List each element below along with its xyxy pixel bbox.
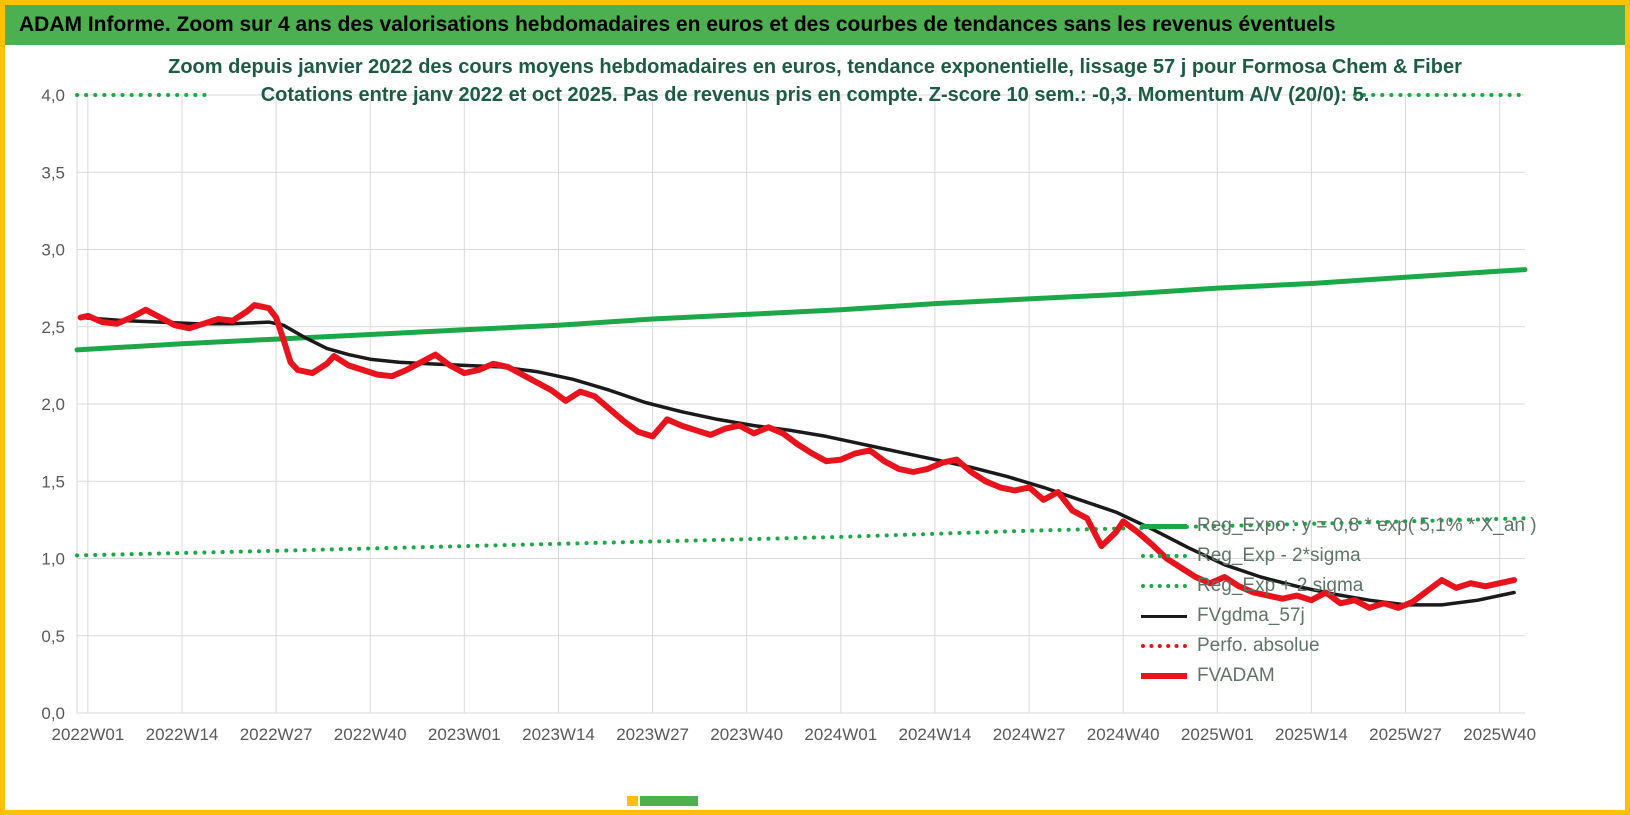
chart-legend: Reg_Expo : y = 0,8 * exp( 5,1% * X_an ) R… xyxy=(1141,511,1537,691)
x-tick-label: 2022W01 xyxy=(52,725,125,744)
x-tick-label: 2025W14 xyxy=(1275,725,1348,744)
x-tick-label: 2024W14 xyxy=(899,725,972,744)
bottom-accent-green xyxy=(640,796,698,806)
x-tick-label: 2023W27 xyxy=(616,725,689,744)
legend-item-1: Reg_Expo : y = 0,8 * exp( 5,1% * X_an ) xyxy=(1141,511,1537,541)
x-tick-label: 2022W40 xyxy=(334,725,407,744)
legend-swatch-red-dotted xyxy=(1141,644,1187,648)
y-tick-label: 2,5 xyxy=(41,318,65,337)
legend-label: Reg_Expo : y = 0,8 * exp( 5,1% * X_an ) xyxy=(1197,515,1537,536)
x-tick-label: 2025W40 xyxy=(1463,725,1536,744)
y-tick-label: 0,0 xyxy=(41,704,65,723)
bottom-accents xyxy=(627,796,698,806)
series-fvadam xyxy=(77,302,1518,611)
x-tick-label: 2024W01 xyxy=(804,725,877,744)
x-axis-labels: 2022W01 2022W14 2022W27 2022W40 2023W01 2023W… xyxy=(52,725,1537,744)
series-fvgdma-57j xyxy=(78,315,1516,607)
y-tick-label: 2,0 xyxy=(41,395,65,414)
y-tick-label: 1,0 xyxy=(41,550,65,569)
series-lines xyxy=(74,93,1528,611)
y-tick-label: 1,5 xyxy=(41,472,65,491)
y-tick-label: 0,5 xyxy=(41,627,65,646)
x-tick-label: 2023W01 xyxy=(428,725,501,744)
x-tick-label: 2025W01 xyxy=(1181,725,1254,744)
chart-plot: 2022W01 2022W14 2022W27 2022W40 2023W01 2023W… xyxy=(41,86,1537,744)
legend-swatch-green-dotted xyxy=(1141,554,1187,558)
series-reg-exp-minus-2sigma xyxy=(75,516,1527,558)
bottom-accent-yellow xyxy=(627,796,638,806)
legend-label: Perfo. absolue xyxy=(1197,635,1320,656)
legend-swatch-green-solid xyxy=(1141,523,1187,529)
y-tick-label: 4,0 xyxy=(41,86,65,105)
legend-label: Reg_Exp - 2*sigma xyxy=(1197,545,1361,566)
legend-item-6: FVADAM xyxy=(1141,661,1537,691)
x-tick-label: 2024W40 xyxy=(1087,725,1160,744)
x-tick-label: 2022W14 xyxy=(146,725,219,744)
x-tick-label: 2023W14 xyxy=(522,725,595,744)
legend-swatch-red-solid xyxy=(1141,673,1187,679)
chart-region: Zoom depuis janvier 2022 des cours moyen… xyxy=(5,45,1625,810)
legend-label: FVgdma_57j xyxy=(1197,605,1305,626)
legend-label: Reg_Exp + 2 sigma xyxy=(1197,575,1364,596)
app-header: ADAM Informe. Zoom sur 4 ans des valoris… xyxy=(5,5,1625,45)
legend-item-2: Reg_Exp - 2*sigma xyxy=(1141,541,1537,571)
legend-swatch-black-solid xyxy=(1141,614,1187,618)
legend-item-4: FVgdma_57j xyxy=(1141,601,1537,631)
x-tick-label: 2022W27 xyxy=(240,725,313,744)
legend-swatch-green-dotted xyxy=(1141,584,1187,588)
y-tick-label: 3,0 xyxy=(41,241,65,260)
legend-item-5: Perfo. absolue xyxy=(1141,631,1537,661)
x-tick-label: 2025W27 xyxy=(1369,725,1442,744)
legend-item-3: Reg_Exp + 2 sigma xyxy=(1141,571,1537,601)
x-tick-label: 2023W40 xyxy=(710,725,783,744)
y-axis-labels: 0,0 0,5 1,0 1,5 2,0 2,5 3,0 3,5 4,0 xyxy=(41,86,65,723)
app-header-title: ADAM Informe. Zoom sur 4 ans des valoris… xyxy=(19,13,1336,36)
series-reg-expo xyxy=(74,267,1528,353)
y-gridlines xyxy=(77,94,1525,714)
x-tick-label: 2024W27 xyxy=(993,725,1066,744)
legend-label: FVADAM xyxy=(1197,665,1275,686)
y-tick-label: 3,5 xyxy=(41,163,65,182)
